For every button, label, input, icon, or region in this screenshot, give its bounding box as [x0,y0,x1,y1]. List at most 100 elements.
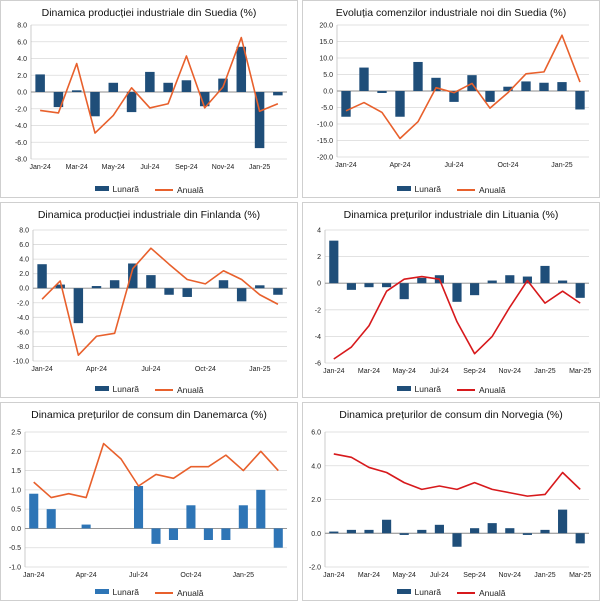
legend-label: Anuală [479,588,505,598]
x-tick-label: Mar-25 [569,368,591,375]
x-tick-label: Nov-24 [499,572,522,579]
bar-lunara-feb-25 [558,510,567,534]
x-tick-label: Sep-24 [463,368,486,375]
y-tick-label: -20.0 [317,155,333,162]
y-tick-label: 20.0 [319,23,333,30]
bar-lunara-aug-24 [164,288,173,295]
x-tick-label: Apr-24 [76,572,97,579]
bar-lunara-jan-25 [239,505,248,528]
x-tick-label: Jan-25 [534,368,556,375]
legend-label: Anuală [177,185,203,195]
y-tick-label: 1.0 [11,487,21,494]
y-tick-label: -0.5 [9,545,21,552]
bar-lunara-dec-24 [523,533,532,535]
y-tick-label: 8.0 [19,228,29,235]
y-tick-label: 4.0 [311,463,321,470]
x-tick-label: Jan-24 [29,164,51,171]
bar-lunara-jun-24 [417,530,426,533]
bar-lunara-feb-25 [558,281,567,284]
bar-lunara-feb-24 [359,68,368,91]
y-tick-label: 4.0 [19,257,29,264]
y-tick-label: 1.5 [11,468,21,475]
legend-swatch [457,592,475,594]
y-tick-label: -2.0 [17,300,29,307]
bar-lunara-nov-24 [505,275,514,283]
chart-legend: Lunară Anuală [303,383,599,395]
bar-lunara-oct-24 [488,523,497,533]
bar-lunara-sep-24 [169,528,178,540]
y-tick-label: -4.0 [15,123,27,130]
x-tick-label: Nov-24 [212,164,235,171]
x-tick-label: Oct-24 [180,572,201,579]
bar-lunara-jan-25 [540,530,549,533]
legend-label: Lunară [415,384,441,394]
x-tick-label: Jan-24 [323,368,345,375]
y-tick-label: -5.0 [321,105,333,112]
legend-item-anuala: Anuală [457,385,505,395]
bar-lunara-may-24 [110,280,119,288]
y-tick-label: 0.0 [323,89,333,96]
bar-lunara-apr-24 [395,91,404,117]
y-tick-label: 10.0 [319,56,333,63]
bar-lunara-feb-25 [256,490,265,529]
y-tick-label: 0.5 [11,507,21,514]
y-tick-label: -6 [315,361,321,368]
chart-panel-5: Dinamica prețurilor de consum din Danema… [0,402,298,601]
x-tick-label: Jan-25 [233,572,255,579]
bar-lunara-mar-25 [274,528,283,547]
chart-legend: Lunară Anuală [303,586,599,598]
legend-label: Lunară [415,587,441,597]
y-tick-label: 2 [317,254,321,261]
bar-lunara-apr-24 [382,283,391,287]
bar-lunara-jan-24 [341,91,350,117]
legend-item-anuala: Anuală [457,588,505,598]
legend-swatch [95,186,109,191]
y-tick-label: 6.0 [311,430,321,437]
bar-lunara-aug-24 [151,528,160,543]
bar-lunara-jul-24 [134,486,143,528]
bar-lunara-jan-25 [255,285,264,288]
x-tick-label: Jan-25 [249,366,271,373]
y-tick-label: -4 [315,334,321,341]
y-tick-label: 15.0 [319,39,333,46]
bar-lunara-oct-24 [186,505,195,528]
bar-lunara-may-24 [413,62,422,91]
bar-lunara-jul-24 [435,525,444,533]
y-tick-label: 0.0 [311,531,321,538]
x-tick-label: Jul-24 [140,164,159,171]
chart-panel-6: Dinamica prețurilor de consum din Norveg… [302,402,600,601]
chart-panel-3: Dinamica producției industriale din Finl… [0,202,298,398]
bar-lunara-jul-24 [146,275,155,288]
x-tick-label: Jan-24 [323,572,345,579]
x-tick-label: May-24 [102,164,125,171]
y-tick-label: 2.0 [11,449,21,456]
bar-lunara-feb-24 [347,530,356,533]
y-tick-label: -2.0 [15,106,27,113]
chart-panel-1: Dinamica producției industriale din Sued… [0,0,298,198]
bar-lunara-dec-24 [237,288,246,301]
legend-label: Anuală [177,588,203,598]
bar-lunara-jan-25 [557,82,566,91]
legend-swatch [457,189,475,191]
chart-panel-2: Evoluția comenzilor industriale noi din … [302,0,600,198]
bar-lunara-apr-24 [90,92,100,116]
y-tick-label: -1.0 [9,565,21,572]
x-tick-label: Apr-24 [389,162,410,169]
legend-label: Lunară [415,184,441,194]
bar-lunara-jun-24 [128,263,137,288]
y-tick-label: -10.0 [317,122,333,129]
bar-lunara-mar-24 [74,288,83,323]
bar-lunara-sep-24 [182,288,191,297]
x-tick-label: May-24 [393,368,416,375]
bar-lunara-aug-24 [452,533,461,547]
y-tick-label: -4.0 [17,315,29,322]
x-tick-label: Mar-24 [66,164,88,171]
bar-lunara-jun-24 [417,278,426,283]
x-tick-label: Sep-24 [463,572,486,579]
bar-lunara-sep-24 [182,80,192,92]
